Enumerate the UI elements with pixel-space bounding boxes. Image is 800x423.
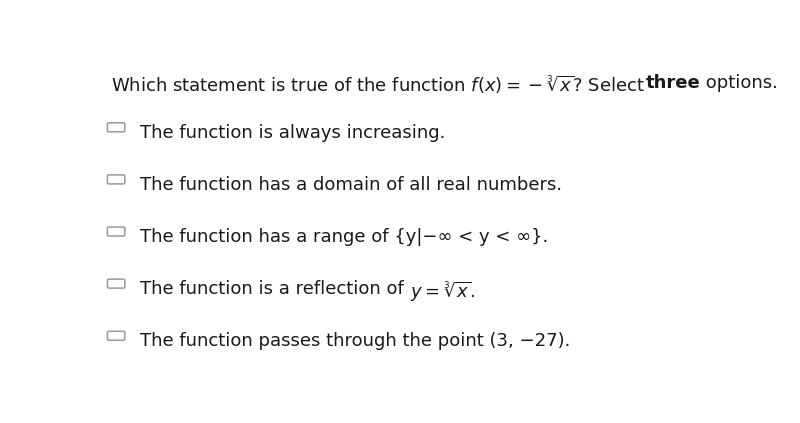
- FancyBboxPatch shape: [107, 175, 125, 184]
- Text: Which statement is true of the function $f(x) = -\sqrt[3]{x}$? Select: Which statement is true of the function …: [111, 74, 646, 96]
- Text: three: three: [646, 74, 701, 91]
- FancyBboxPatch shape: [107, 331, 125, 340]
- Text: The function has a domain of all real numbers.: The function has a domain of all real nu…: [140, 176, 562, 194]
- FancyBboxPatch shape: [107, 279, 125, 288]
- Text: options.: options.: [701, 74, 778, 91]
- Text: The function is always increasing.: The function is always increasing.: [140, 124, 446, 142]
- Text: The function has a range of {y|−∞ < y < ∞}.: The function has a range of {y|−∞ < y < …: [140, 228, 549, 246]
- Text: $y = \sqrt[3]{x}$.: $y = \sqrt[3]{x}$.: [410, 280, 475, 305]
- Text: The function passes through the point (3, −27).: The function passes through the point (3…: [140, 332, 570, 351]
- Text: The function is a reflection of: The function is a reflection of: [140, 280, 410, 298]
- FancyBboxPatch shape: [107, 227, 125, 236]
- FancyBboxPatch shape: [107, 123, 125, 132]
